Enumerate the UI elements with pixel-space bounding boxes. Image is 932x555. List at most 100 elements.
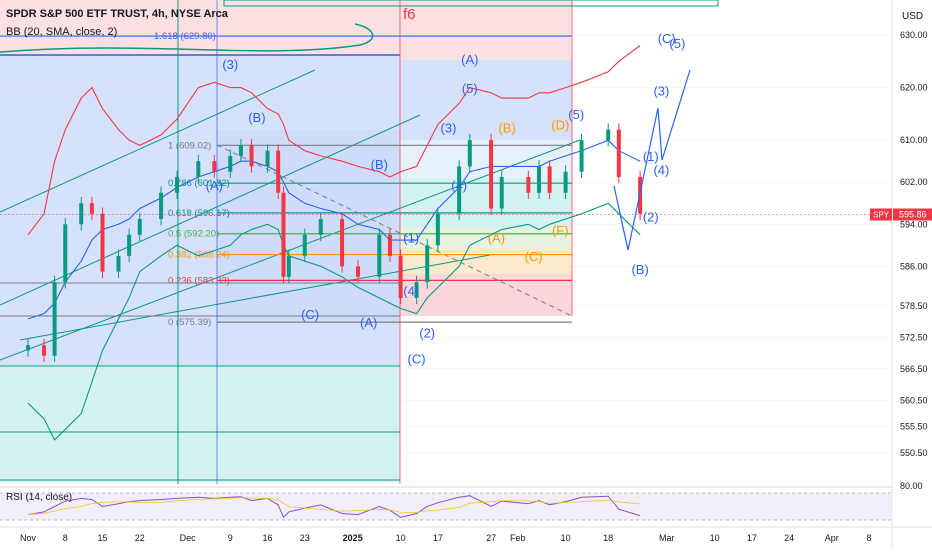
wave-label: (5) (462, 81, 478, 96)
projection-path (613, 69, 691, 251)
candle-body (249, 145, 254, 167)
bb-indicator-label[interactable]: BB (20, SMA, close, 2) (6, 26, 118, 38)
candle-body (536, 166, 541, 193)
time-tick-label[interactable]: 8 (63, 533, 68, 543)
rsi-tick-label: 80.00 (900, 481, 923, 491)
trend-line (0, 139, 581, 361)
candle-body (276, 150, 281, 193)
candle-body (302, 234, 307, 256)
pink-zone-right-top (400, 0, 572, 60)
trend-line (19, 254, 491, 341)
wave-label: (D) (551, 118, 569, 133)
candle-body (340, 219, 345, 267)
candle-body (467, 140, 472, 167)
currency-label[interactable]: USD (902, 11, 924, 22)
candle-body (526, 176, 531, 193)
price-tick-label[interactable]: 560.50 (900, 395, 928, 405)
time-tick-label[interactable]: Dec (180, 533, 197, 543)
teal-zone-right (400, 178, 572, 228)
time-tick-label[interactable]: Nov (20, 533, 37, 543)
time-tick-label[interactable]: 10 (396, 533, 406, 543)
price-tick-label[interactable]: 566.50 (900, 364, 928, 374)
candle-body (377, 234, 382, 277)
candle-body (489, 140, 494, 209)
candle-body (281, 192, 286, 277)
candle-body (425, 245, 430, 283)
price-tick-label[interactable]: 550.50 (900, 448, 928, 458)
time-tick-label[interactable]: 15 (98, 533, 108, 543)
price-tick-label[interactable]: 620.00 (900, 83, 928, 93)
wave-label: (3) (222, 57, 238, 72)
candle-body (52, 282, 57, 356)
price-tick-label[interactable]: 594.00 (900, 219, 928, 229)
wave-label: (A) (360, 315, 377, 330)
time-tick-label[interactable]: 16 (263, 533, 273, 543)
time-tick-label[interactable]: 23 (300, 533, 310, 543)
top-teal-box (223, 0, 719, 7)
time-tick-label[interactable]: Feb (510, 533, 526, 543)
time-tick-label[interactable]: 8 (866, 533, 871, 543)
wave-label: (A) (488, 231, 505, 246)
price-tag-symbol-bg (870, 208, 892, 221)
price-tick-label[interactable]: 602.00 (900, 177, 928, 187)
wave-label: (F) (552, 223, 569, 238)
price-tick-label[interactable]: 586.00 (900, 261, 928, 271)
wave-label: (B) (498, 120, 515, 135)
wave-label: (B) (371, 157, 388, 172)
price-tick-label[interactable]: 630.00 (900, 30, 928, 40)
time-tick-label[interactable]: 2025 (343, 533, 363, 543)
fib-level-label: 0.618 (596.17) (168, 208, 230, 219)
time-tick-label[interactable]: 17 (747, 533, 757, 543)
green-zone-right (400, 228, 572, 248)
candle-body (547, 166, 552, 193)
price-tick-label[interactable]: 572.50 (900, 332, 928, 342)
price-tick-label[interactable]: 578.50 (900, 301, 928, 311)
candle-body (286, 255, 291, 277)
time-tick-label[interactable]: 10 (710, 533, 720, 543)
candle-body (100, 213, 105, 272)
time-tick-label[interactable]: 24 (784, 533, 794, 543)
wave-label: (4) (653, 162, 669, 177)
trend-line (0, 69, 316, 213)
time-tick-label[interactable]: Apr (825, 533, 839, 543)
fib-level-label: 0.5 (592.20) (168, 229, 219, 240)
wave-label: (3) (653, 83, 669, 98)
wave-label: (1) (643, 149, 659, 164)
time-tick-label[interactable]: 10 (561, 533, 571, 543)
wave-label: (B) (248, 110, 265, 125)
wave-label: (A) (206, 178, 223, 193)
candle-body (398, 255, 403, 298)
rsi-indicator-label[interactable]: RSI (14, close) (6, 492, 73, 503)
candle-body (387, 234, 392, 256)
light-blue-zone (400, 140, 572, 178)
wave-label: (5) (568, 107, 584, 122)
candle-body (89, 203, 94, 214)
time-tick-label[interactable]: Mar (659, 533, 675, 543)
candle-body (26, 345, 30, 351)
teal-zone-left (0, 365, 400, 482)
price-tag-symbol: SPY (873, 211, 890, 220)
wave-label: (B) (631, 262, 648, 277)
candle-body (579, 140, 584, 172)
candle-body (63, 224, 68, 283)
candle-body (238, 145, 243, 156)
ext-level-label: 1.618 (629.80) (154, 31, 216, 42)
time-tick-label[interactable]: 9 (228, 533, 233, 543)
price-tick-label[interactable]: 610.00 (900, 135, 928, 145)
wave-label: (4) (403, 283, 419, 298)
time-tick-label[interactable]: 22 (135, 533, 145, 543)
time-tick-label[interactable]: 17 (433, 533, 443, 543)
price-tick-label[interactable]: 555.50 (900, 422, 928, 432)
rsi-ma-line (27, 497, 641, 515)
candle-body (435, 213, 440, 246)
fib-level-label: 1 (609.02) (168, 140, 211, 151)
wave-label: (C) (408, 352, 426, 367)
time-tick-label[interactable]: 27 (486, 533, 496, 543)
time-tick-label[interactable]: 18 (603, 533, 613, 543)
f6-annotation: f6 (403, 6, 416, 23)
price-tag-value: 595.86 (899, 210, 927, 220)
wave-label: (3) (441, 120, 457, 135)
price-tag-bg (893, 208, 932, 221)
